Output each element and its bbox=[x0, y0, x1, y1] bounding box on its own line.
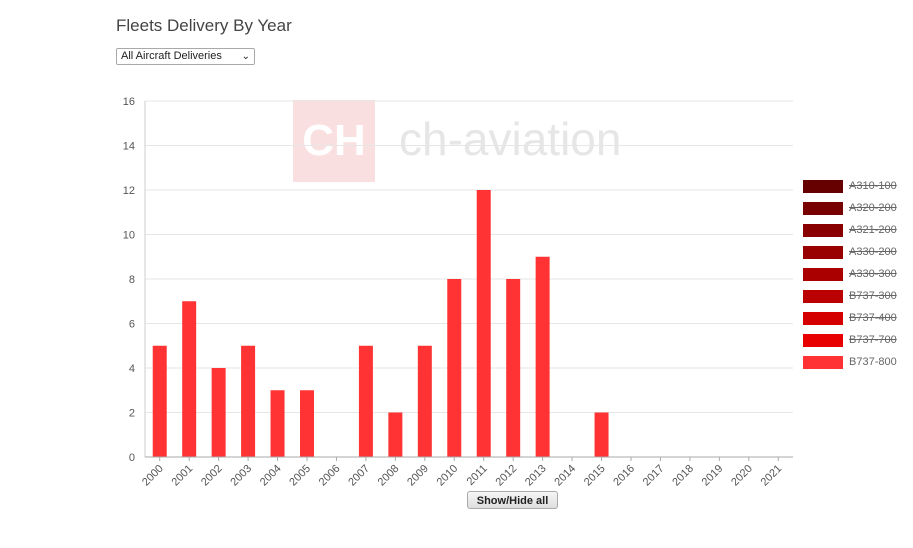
legend-label: A321-200 bbox=[849, 224, 897, 236]
bar bbox=[270, 390, 285, 457]
legend-label: A330-300 bbox=[849, 268, 897, 280]
legend-item[interactable]: A321-200 bbox=[803, 224, 913, 238]
legend-swatch bbox=[803, 334, 843, 347]
legend-swatch bbox=[803, 290, 843, 303]
legend-item[interactable]: A330-300 bbox=[803, 268, 913, 282]
y-tick-label: 0 bbox=[129, 452, 135, 464]
legend-swatch bbox=[803, 312, 843, 325]
x-tick-label: 2005 bbox=[287, 463, 313, 489]
bar bbox=[417, 345, 432, 457]
page-title: Fleets Delivery By Year bbox=[116, 16, 292, 35]
x-tick-label: 2009 bbox=[405, 463, 431, 489]
legend-item[interactable]: A320-200 bbox=[803, 202, 913, 216]
aircraft-filter-select[interactable]: All Aircraft Deliveries ⌄ bbox=[116, 48, 255, 65]
show-hide-all-button[interactable]: Show/Hide all bbox=[467, 491, 558, 509]
legend-item[interactable]: B737-700 bbox=[803, 334, 913, 348]
y-tick-label: 8 bbox=[129, 274, 135, 286]
legend-swatch bbox=[803, 356, 843, 369]
legend-item[interactable]: B737-300 bbox=[803, 290, 913, 304]
legend-label: B737-800 bbox=[849, 356, 897, 368]
x-tick-label: 2018 bbox=[670, 463, 696, 489]
bar bbox=[535, 256, 550, 457]
legend-swatch bbox=[803, 246, 843, 259]
bar bbox=[358, 345, 373, 457]
bar bbox=[476, 190, 491, 457]
x-tick-label: 2007 bbox=[346, 463, 372, 489]
bar bbox=[152, 345, 167, 457]
legend-swatch bbox=[803, 180, 843, 193]
y-tick-label: 6 bbox=[129, 319, 135, 331]
x-tick-label: 2013 bbox=[523, 463, 549, 489]
x-tick-label: 2008 bbox=[376, 463, 402, 489]
x-tick-label: 2021 bbox=[759, 463, 785, 489]
bar bbox=[447, 279, 462, 457]
x-tick-label: 2014 bbox=[552, 463, 578, 489]
y-tick-label: 10 bbox=[123, 230, 135, 242]
x-tick-label: 2016 bbox=[611, 463, 637, 489]
legend-item[interactable]: A310-100 bbox=[803, 180, 913, 194]
x-tick-label: 2004 bbox=[258, 463, 284, 489]
bar bbox=[388, 412, 403, 457]
chevron-down-icon: ⌄ bbox=[241, 51, 250, 62]
x-tick-label: 2020 bbox=[729, 463, 755, 489]
legend-label: A320-200 bbox=[849, 202, 897, 214]
x-tick-label: 2001 bbox=[170, 463, 196, 489]
bar bbox=[594, 412, 609, 457]
x-tick-label: 2003 bbox=[228, 463, 254, 489]
legend-swatch bbox=[803, 224, 843, 237]
x-tick-label: 2006 bbox=[317, 463, 343, 489]
x-tick-label: 2015 bbox=[582, 463, 608, 489]
x-tick-label: 2010 bbox=[435, 463, 461, 489]
legend-label: A310-100 bbox=[849, 180, 897, 192]
x-tick-label: 2002 bbox=[199, 463, 225, 489]
x-tick-label: 2017 bbox=[641, 463, 667, 489]
filter-selected-value: All Aircraft Deliveries bbox=[121, 50, 222, 62]
legend-label: A330-200 bbox=[849, 246, 897, 258]
legend-swatch bbox=[803, 268, 843, 281]
bar bbox=[506, 279, 521, 457]
y-tick-label: 12 bbox=[123, 185, 135, 197]
x-tick-label: 2019 bbox=[700, 463, 726, 489]
x-tick-label: 2011 bbox=[465, 463, 490, 488]
x-tick-label: 2000 bbox=[140, 463, 166, 489]
bar bbox=[182, 301, 197, 457]
bar bbox=[241, 345, 256, 457]
legend-label: B737-400 bbox=[849, 312, 897, 324]
y-tick-label: 4 bbox=[129, 363, 135, 375]
x-tick-label: 2012 bbox=[494, 463, 520, 489]
legend-swatch bbox=[803, 202, 843, 215]
legend-label: B737-300 bbox=[849, 290, 897, 302]
y-tick-label: 16 bbox=[123, 96, 135, 108]
legend-label: B737-700 bbox=[849, 334, 897, 346]
legend-item[interactable]: B737-400 bbox=[803, 312, 913, 326]
bar bbox=[300, 390, 314, 457]
legend-item[interactable]: B737-800 bbox=[803, 356, 913, 370]
bar bbox=[211, 368, 226, 457]
y-tick-label: 2 bbox=[129, 408, 135, 420]
legend-item[interactable]: A330-200 bbox=[803, 246, 913, 260]
y-tick-label: 14 bbox=[123, 141, 135, 153]
